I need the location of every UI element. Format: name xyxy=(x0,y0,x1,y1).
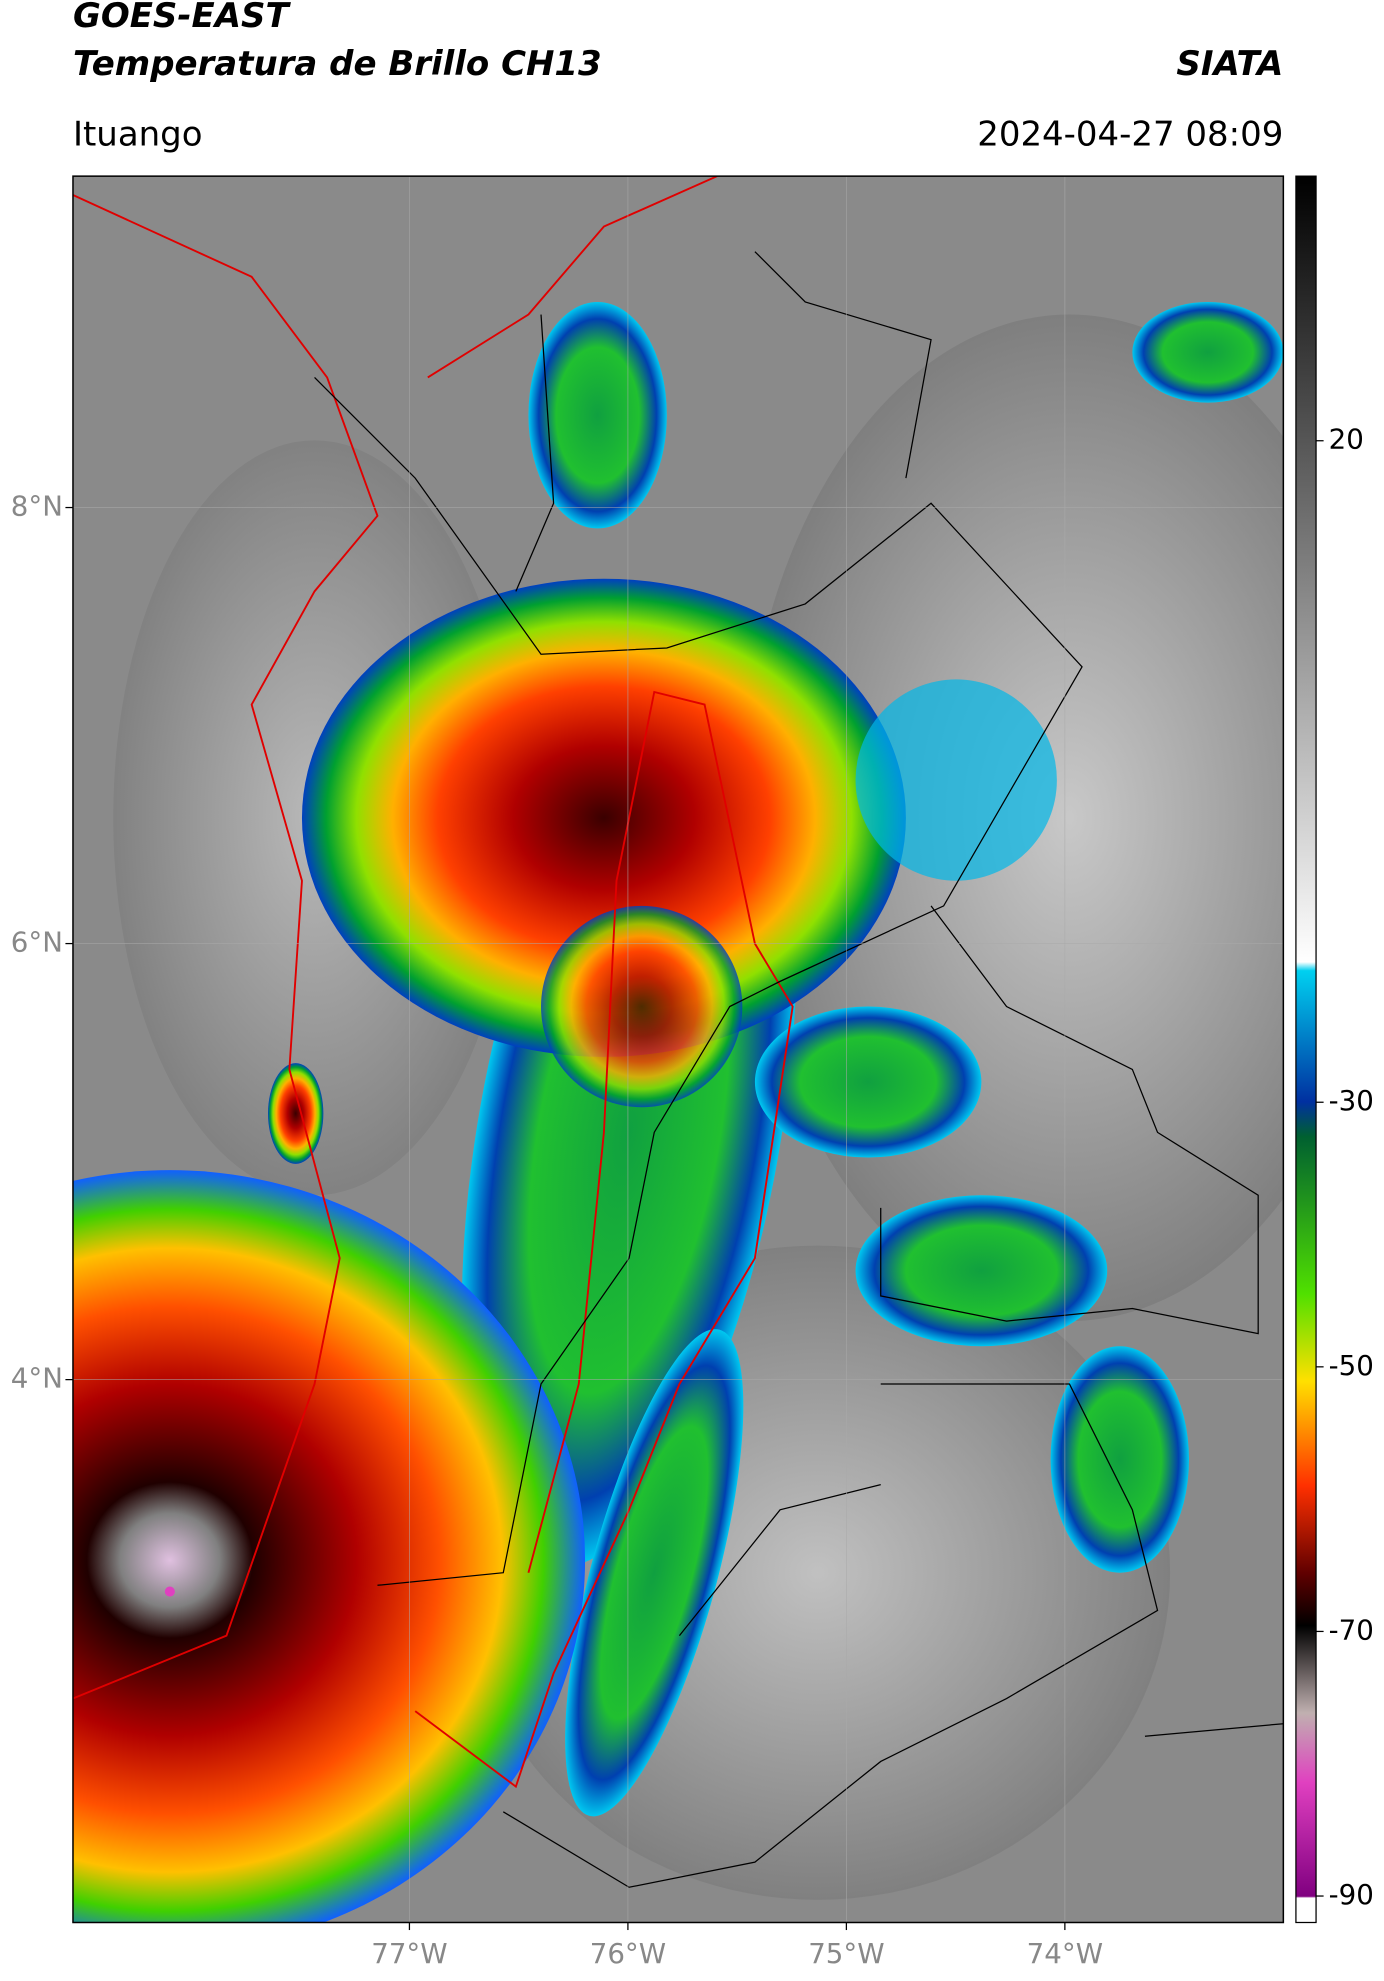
y-tick-label: 6°N xyxy=(11,926,63,959)
source: SIATA xyxy=(1176,44,1283,84)
title: GOES-EAST xyxy=(73,0,291,36)
x-tick-label: 76°W xyxy=(590,1937,666,1970)
datetime: 2024-04-27 08:09 xyxy=(977,114,1283,154)
x-tick-label: 75°W xyxy=(808,1937,884,1970)
x-tick-label: 77°W xyxy=(371,1937,447,1970)
subtitle: Temperatura de Brillo CH13 xyxy=(73,44,602,84)
colorbar-tick-label: -30 xyxy=(1329,1084,1374,1117)
colorbar-tick-label: 20 xyxy=(1329,423,1364,456)
satellite-image xyxy=(72,176,1284,1923)
colorbar xyxy=(1295,175,1317,1924)
y-tick-label: 8°N xyxy=(11,490,63,523)
x-tick-label: 74°W xyxy=(1027,1937,1103,1970)
location: Ituango xyxy=(73,114,203,154)
colorbar-tick-label: -90 xyxy=(1329,1878,1374,1911)
map-frame xyxy=(72,175,1285,1924)
colorbar-tick-label: -50 xyxy=(1329,1349,1374,1382)
y-tick-label: 4°N xyxy=(11,1362,63,1395)
graticule xyxy=(72,176,1284,1923)
colorbar-tick-label: -70 xyxy=(1329,1613,1374,1646)
